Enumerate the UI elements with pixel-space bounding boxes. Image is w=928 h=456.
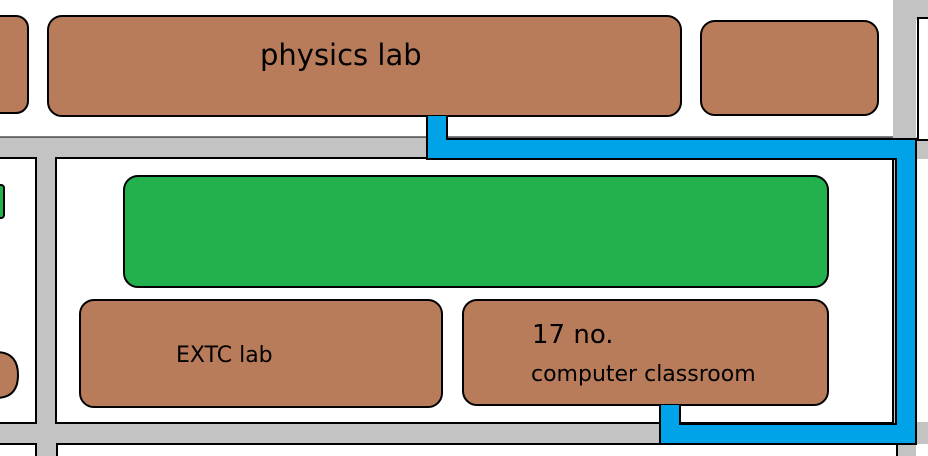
building-top-right: [700, 20, 879, 116]
lower-block-left: [0, 443, 37, 456]
upper-right-block: [917, 17, 928, 141]
building-left-partial: [0, 351, 20, 399]
green-area-partial: [0, 184, 5, 219]
building-physics-lab: [47, 15, 682, 117]
green-area: [123, 175, 829, 288]
route-path-fill: [428, 116, 915, 443]
road-left-vertical: [36, 137, 56, 456]
road-right-edge: [916, 0, 928, 20]
building-top-left-partial: [0, 15, 29, 114]
extc-lab-label: EXTC lab: [176, 343, 273, 368]
computer-classroom-name-label: computer classroom: [531, 362, 756, 387]
computer-classroom-number-label: 17 no.: [532, 320, 614, 350]
lower-block-main: [56, 443, 898, 456]
building-extc-lab: [79, 299, 443, 408]
buildings: [0, 15, 879, 408]
physics-lab-label: physics lab: [260, 38, 422, 72]
building-computer-classroom: [462, 299, 829, 406]
